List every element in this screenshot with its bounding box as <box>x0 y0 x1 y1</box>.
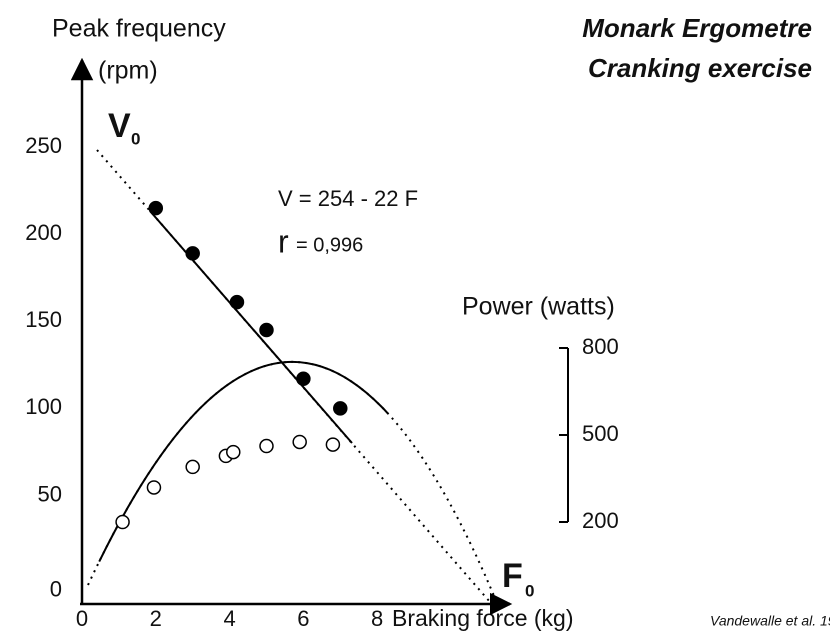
data-point <box>259 438 274 454</box>
data-point <box>146 480 162 495</box>
x-tick-label: 8 <box>371 606 383 631</box>
annotation: = 0,996 <box>296 234 363 256</box>
annotation: r <box>278 223 289 259</box>
y2-tick-label: 200 <box>582 508 619 533</box>
x-axis-label: Braking force (kg) <box>392 605 574 631</box>
y2-tick-label: 500 <box>582 421 619 446</box>
y-tick-label: 250 <box>25 133 62 158</box>
data-point <box>226 444 241 460</box>
data-point <box>115 514 130 530</box>
y-tick-label: 200 <box>25 220 62 245</box>
annotation: F <box>502 557 523 595</box>
data-point <box>185 459 200 475</box>
data-point <box>185 246 200 261</box>
data-point <box>148 200 164 216</box>
y-tick-label: 100 <box>25 394 62 419</box>
data-point <box>229 294 245 310</box>
y-axis-label: (rpm) <box>98 57 158 85</box>
chart-subtitle: Cranking exercise <box>588 53 812 83</box>
y-tick-label: 150 <box>25 307 62 332</box>
annotation: 0 <box>131 129 140 148</box>
annotation: 0 <box>525 581 534 600</box>
chart-title: Monark Ergometre <box>582 13 812 43</box>
data-point <box>325 437 341 452</box>
annotation: V <box>108 107 131 145</box>
data-point <box>333 401 348 416</box>
y-axis-label: Peak frequency <box>52 15 226 43</box>
source: Vandewalle et al. 1983 <box>710 613 830 629</box>
y2-tick-label: 800 <box>582 334 619 359</box>
annotation: V = 254 - 22 F <box>278 186 418 211</box>
data-point <box>259 322 274 338</box>
fit-line <box>149 210 353 444</box>
y2-axis-label: Power (watts) <box>462 293 615 321</box>
x-tick-label: 4 <box>223 606 235 631</box>
data-point <box>296 371 311 387</box>
x-tick-label: 6 <box>297 606 309 631</box>
x-tick-label: 2 <box>150 606 162 631</box>
y-tick-label: 0 <box>50 576 62 601</box>
y-tick-label: 50 <box>38 481 62 506</box>
data-point <box>292 434 307 450</box>
x-tick-label: 0 <box>76 606 88 631</box>
power-curve <box>87 360 498 604</box>
